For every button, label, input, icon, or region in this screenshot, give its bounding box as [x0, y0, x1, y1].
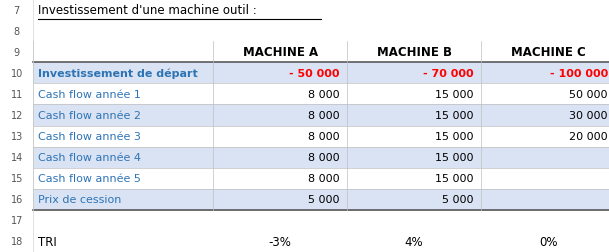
Text: 15 000: 15 000	[435, 132, 474, 141]
Text: 14: 14	[10, 152, 23, 163]
Text: MACHINE B: MACHINE B	[376, 46, 452, 59]
Text: - 50 000: - 50 000	[289, 69, 340, 78]
Text: 0%: 0%	[539, 235, 557, 248]
Bar	[0, 42, 609, 63]
Bar	[33, 147, 609, 168]
Text: 11: 11	[10, 89, 23, 100]
Text: MACHINE C: MACHINE C	[511, 46, 585, 59]
Text: Cash flow année 3: Cash flow année 3	[38, 132, 141, 141]
Text: 18: 18	[10, 237, 23, 246]
Text: 12: 12	[10, 111, 23, 120]
Bar	[0, 231, 609, 252]
Text: 8 000: 8 000	[308, 111, 340, 120]
Bar	[33, 189, 609, 210]
Text: - 70 000: - 70 000	[423, 69, 474, 78]
Text: 13: 13	[10, 132, 23, 141]
Text: 30 000: 30 000	[569, 111, 608, 120]
Text: 8: 8	[13, 26, 20, 37]
Text: Cash flow année 1: Cash flow année 1	[38, 89, 141, 100]
Bar	[33, 168, 609, 189]
Text: 15: 15	[10, 174, 23, 183]
Bar	[33, 63, 609, 84]
Text: 15 000: 15 000	[435, 89, 474, 100]
Bar	[33, 105, 609, 126]
Text: Cash flow année 2: Cash flow année 2	[38, 111, 141, 120]
Bar	[33, 84, 609, 105]
Text: TRI: TRI	[38, 235, 57, 248]
Text: 17: 17	[10, 215, 23, 226]
Text: 9: 9	[13, 48, 20, 57]
Text: 8 000: 8 000	[308, 89, 340, 100]
Text: - 100 000: - 100 000	[549, 69, 608, 78]
Text: 15 000: 15 000	[435, 111, 474, 120]
Text: Prix de cession: Prix de cession	[38, 195, 122, 204]
Text: Investissement d'une machine outil :: Investissement d'une machine outil :	[38, 4, 257, 17]
Text: 10: 10	[10, 69, 23, 78]
Text: 8 000: 8 000	[308, 152, 340, 163]
Text: 5 000: 5 000	[308, 195, 340, 204]
Text: Investissement de départ: Investissement de départ	[38, 68, 198, 79]
Text: 8 000: 8 000	[308, 174, 340, 183]
Bar	[0, 21, 609, 42]
Text: 15 000: 15 000	[435, 152, 474, 163]
Text: MACHINE A: MACHINE A	[242, 46, 318, 59]
Text: 4%: 4%	[405, 235, 423, 248]
Text: 5 000: 5 000	[442, 195, 474, 204]
Text: 8 000: 8 000	[308, 132, 340, 141]
Text: -3%: -3%	[269, 235, 292, 248]
Text: Cash flow année 5: Cash flow année 5	[38, 174, 141, 183]
Bar	[0, 210, 609, 231]
Text: 7: 7	[13, 6, 20, 15]
Text: 20 000: 20 000	[569, 132, 608, 141]
Text: 16: 16	[10, 195, 23, 204]
Text: Cash flow année 4: Cash flow année 4	[38, 152, 141, 163]
Bar	[33, 126, 609, 147]
Bar	[0, 0, 609, 21]
Text: 15 000: 15 000	[435, 174, 474, 183]
Text: 50 000: 50 000	[569, 89, 608, 100]
